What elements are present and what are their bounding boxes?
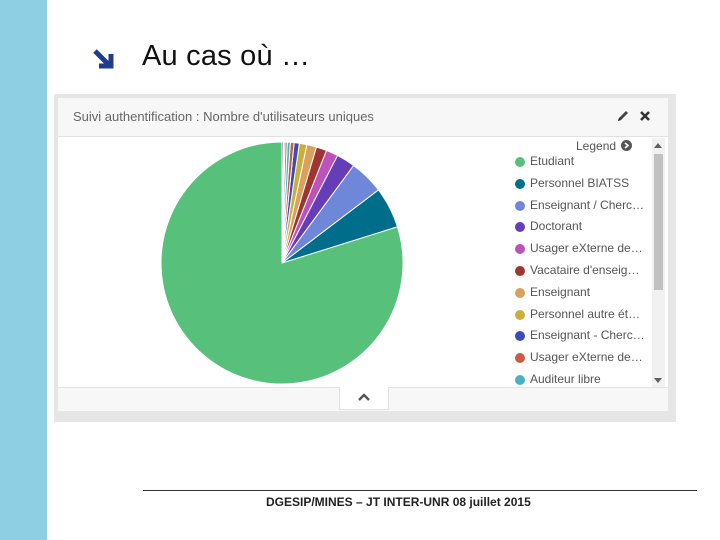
legend-label: Etudiant	[530, 154, 575, 168]
chevron-right-circle-icon[interactable]	[621, 140, 633, 151]
legend-item[interactable]: Usager eXterne de…	[510, 348, 652, 368]
legend-item[interactable]: Vacataire d'enseig…	[510, 261, 652, 281]
legend-label: Vacataire d'enseig…	[530, 263, 640, 277]
legend-swatch	[515, 178, 525, 189]
edit-icon[interactable]	[616, 109, 630, 123]
legend-title: Legend	[576, 139, 633, 153]
legend-label: Usager eXterne de…	[530, 350, 643, 365]
legend-item[interactable]: Personnel autre ét…	[510, 305, 652, 325]
legend-item[interactable]: Auditeur libre	[510, 370, 652, 386]
scrollbar-thumb[interactable]	[654, 154, 663, 290]
legend-swatch	[515, 331, 525, 342]
legend-label: Auditeur libre	[530, 372, 601, 386]
collapse-button[interactable]	[339, 387, 389, 410]
legend-item[interactable]: Personnel BIATSS	[510, 174, 652, 194]
widget-header: Suivi authentification : Nombre d'utilis…	[58, 98, 668, 137]
legend-label: Enseignant	[530, 284, 591, 299]
legend-label: Personnel autre ét…	[530, 306, 641, 321]
legend-item[interactable]: Enseignant / Cherc…	[510, 196, 652, 216]
widget-title: Suivi authentification : Nombre d'utilis…	[73, 109, 374, 124]
legend-swatch	[515, 244, 525, 255]
close-icon[interactable]	[638, 109, 652, 123]
legend-list: Etudiant Personnel BIATSS Enseignant / Che…	[510, 152, 652, 386]
legend-swatch	[515, 353, 525, 364]
slide-title: Au cas où …	[142, 40, 311, 72]
legend-item[interactable]: Usager eXterne de…	[510, 239, 652, 259]
legend-item[interactable]: Etudiant	[510, 152, 652, 172]
chevron-up-icon	[358, 393, 370, 401]
arrow-down-right-icon	[93, 49, 114, 69]
slide-footer: DGESIP/MINES – JT INTER-UNR 08 juillet 2…	[266, 495, 531, 509]
legend-swatch	[515, 287, 525, 298]
legend-swatch	[515, 200, 525, 211]
scroll-up-icon[interactable]	[654, 143, 662, 148]
legend-swatch	[515, 375, 525, 385]
legend-label: Doctorant	[530, 219, 583, 234]
legend-item[interactable]: Doctorant	[510, 217, 652, 237]
legend-swatch	[515, 266, 525, 276]
legend-label: Personnel BIATSS	[530, 175, 630, 190]
slide-accent-bar	[0, 0, 47, 540]
legend-scrollbar[interactable]	[652, 138, 665, 388]
legend-item[interactable]: Enseignant	[510, 283, 652, 303]
scroll-down-icon[interactable]	[654, 378, 662, 383]
legend-swatch	[515, 222, 525, 233]
legend-label: Enseignant - Cherc…	[530, 328, 645, 343]
legend-label: Enseignant / Cherc…	[530, 197, 645, 212]
dashboard-widget: Suivi authentification : Nombre d'utilis…	[58, 98, 668, 411]
legend-swatch	[515, 157, 525, 167]
legend-swatch	[515, 309, 525, 320]
legend-label: Usager eXterne de…	[530, 241, 643, 256]
pie-slice[interactable]	[281, 141, 285, 264]
legend-item[interactable]: Enseignant - Cherc…	[510, 326, 652, 346]
pie-chart	[160, 141, 404, 385]
footer-divider	[143, 490, 697, 491]
pie-slice[interactable]	[160, 141, 404, 385]
